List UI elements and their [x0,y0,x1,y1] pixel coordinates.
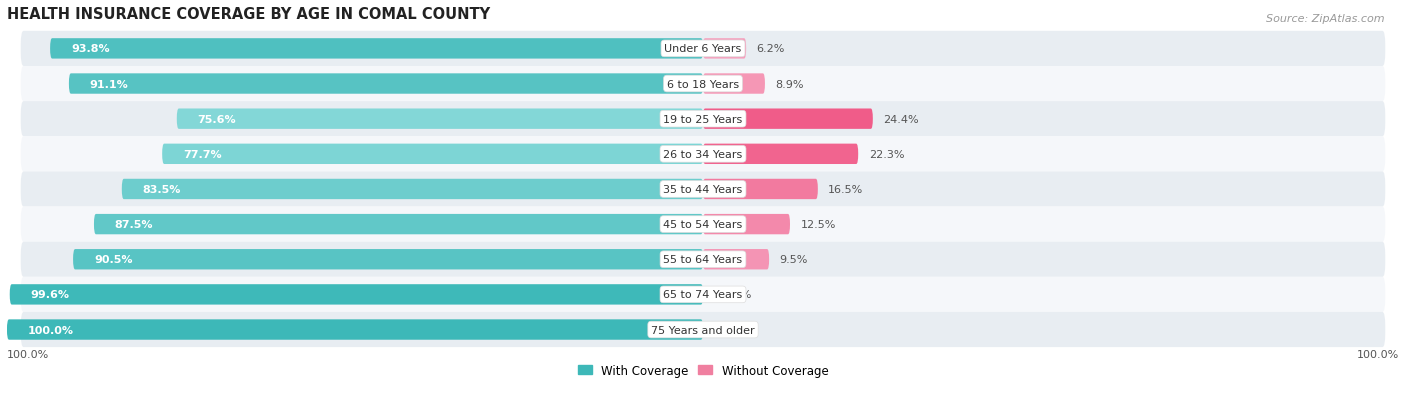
FancyBboxPatch shape [21,277,1385,312]
FancyBboxPatch shape [7,320,703,340]
FancyBboxPatch shape [94,214,703,235]
FancyBboxPatch shape [703,144,858,165]
Text: 75 Years and older: 75 Years and older [651,325,755,335]
Text: 6.2%: 6.2% [756,44,785,54]
Text: 45 to 54 Years: 45 to 54 Years [664,220,742,230]
Text: 0.0%: 0.0% [713,325,742,335]
Legend: With Coverage, Without Coverage: With Coverage, Without Coverage [572,359,834,382]
Text: 12.5%: 12.5% [800,220,835,230]
Text: 87.5%: 87.5% [115,220,153,230]
Text: 90.5%: 90.5% [94,255,132,265]
Text: 83.5%: 83.5% [142,185,181,195]
Text: 26 to 34 Years: 26 to 34 Years [664,150,742,159]
Text: Source: ZipAtlas.com: Source: ZipAtlas.com [1267,14,1385,24]
Text: 65 to 74 Years: 65 to 74 Years [664,290,742,300]
Text: 55 to 64 Years: 55 to 64 Years [664,255,742,265]
FancyBboxPatch shape [21,172,1385,207]
FancyBboxPatch shape [21,312,1385,347]
FancyBboxPatch shape [21,102,1385,137]
Text: Under 6 Years: Under 6 Years [665,44,741,54]
FancyBboxPatch shape [10,285,703,305]
Text: 8.9%: 8.9% [775,79,804,89]
FancyBboxPatch shape [69,74,703,95]
Text: 22.3%: 22.3% [869,150,904,159]
Text: 35 to 44 Years: 35 to 44 Years [664,185,742,195]
FancyBboxPatch shape [162,144,703,165]
Text: HEALTH INSURANCE COVERAGE BY AGE IN COMAL COUNTY: HEALTH INSURANCE COVERAGE BY AGE IN COMA… [7,7,491,22]
Text: 9.5%: 9.5% [779,255,808,265]
Text: 77.7%: 77.7% [183,150,222,159]
FancyBboxPatch shape [21,32,1385,67]
Text: 75.6%: 75.6% [198,114,236,124]
FancyBboxPatch shape [21,137,1385,172]
Text: 100.0%: 100.0% [1357,349,1399,359]
FancyBboxPatch shape [51,39,703,59]
FancyBboxPatch shape [21,242,1385,277]
FancyBboxPatch shape [21,67,1385,102]
FancyBboxPatch shape [703,249,769,270]
Text: 100.0%: 100.0% [7,349,49,359]
FancyBboxPatch shape [703,179,818,199]
FancyBboxPatch shape [703,214,790,235]
Text: 6 to 18 Years: 6 to 18 Years [666,79,740,89]
Text: 99.6%: 99.6% [31,290,70,300]
FancyBboxPatch shape [21,207,1385,242]
Text: 91.1%: 91.1% [90,79,128,89]
Text: 19 to 25 Years: 19 to 25 Years [664,114,742,124]
Text: 100.0%: 100.0% [28,325,75,335]
Text: 93.8%: 93.8% [70,44,110,54]
FancyBboxPatch shape [703,39,747,59]
Text: 24.4%: 24.4% [883,114,920,124]
Text: 16.5%: 16.5% [828,185,863,195]
FancyBboxPatch shape [122,179,703,199]
Text: 0.41%: 0.41% [716,290,752,300]
FancyBboxPatch shape [73,249,703,270]
FancyBboxPatch shape [177,109,703,130]
FancyBboxPatch shape [703,109,873,130]
FancyBboxPatch shape [703,74,765,95]
